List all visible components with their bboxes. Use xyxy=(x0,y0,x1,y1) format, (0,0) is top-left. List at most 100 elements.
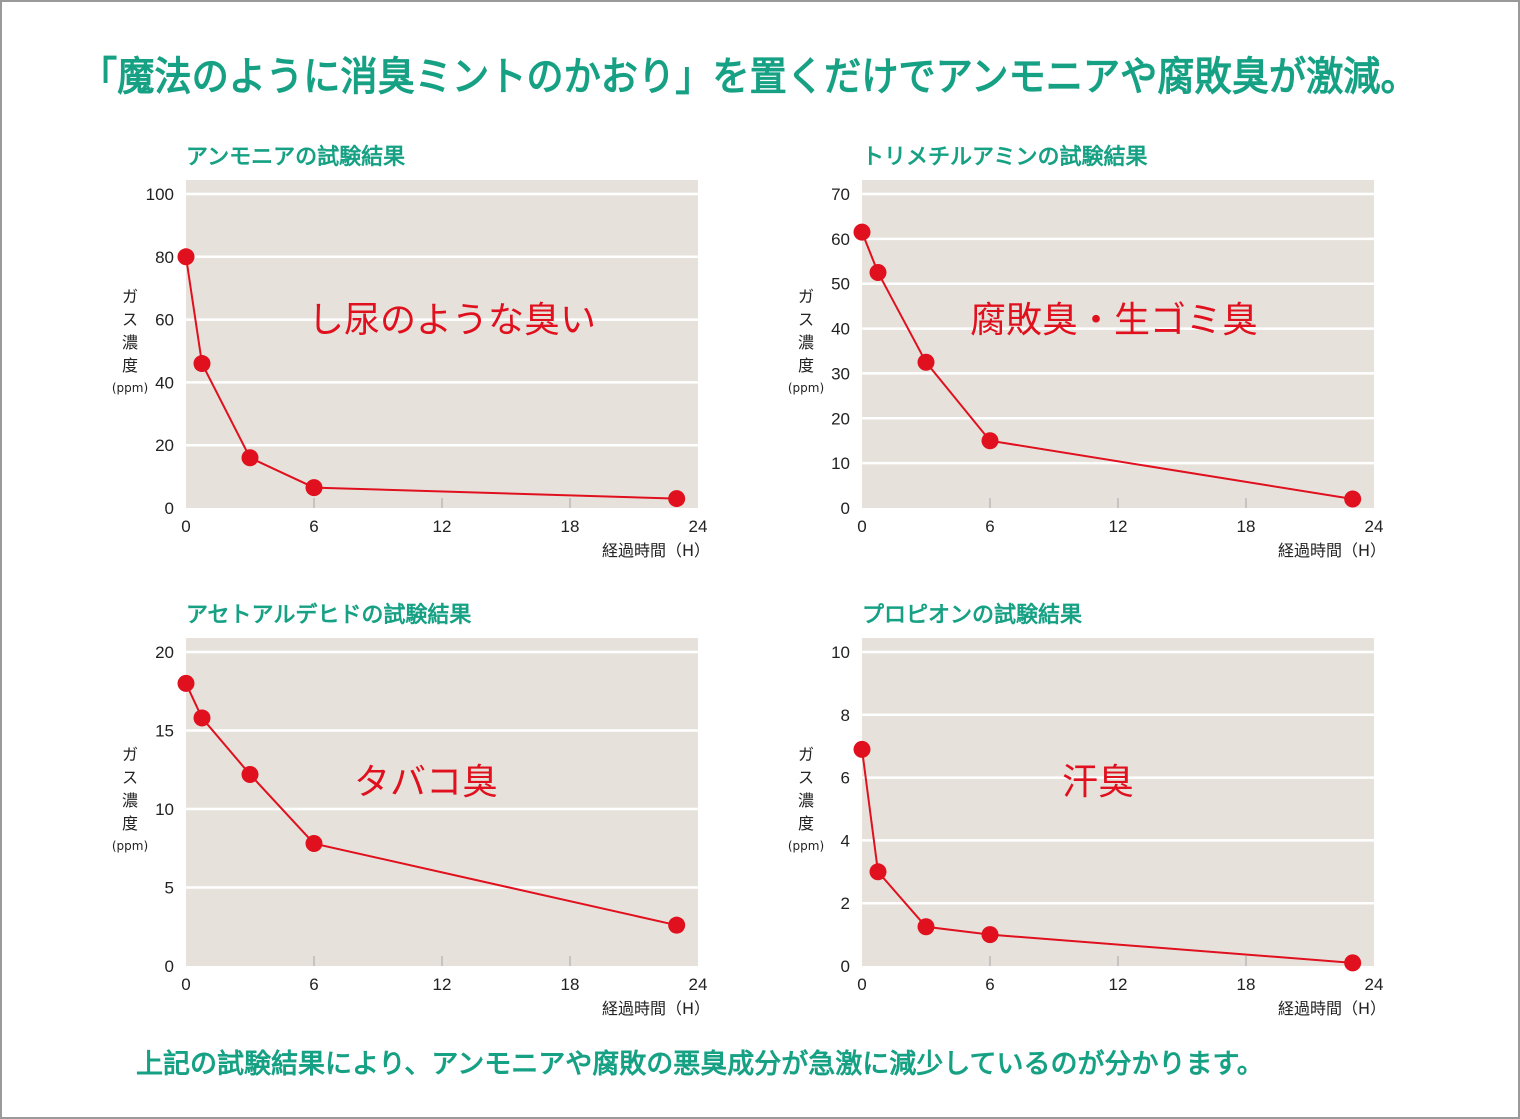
odor-annotation: 汗臭 xyxy=(1062,762,1134,803)
x-axis-label: 経過時間（H） xyxy=(1278,541,1386,560)
data-point xyxy=(241,449,259,467)
x-tick-label: 6 xyxy=(985,975,994,994)
odor-annotation: し尿のような臭い xyxy=(308,300,596,341)
y-tick-label: 8 xyxy=(841,706,850,725)
data-point xyxy=(1344,490,1362,508)
data-point xyxy=(1344,954,1362,972)
y-axis-label-char: ガ xyxy=(798,287,814,306)
y-tick-label: 20 xyxy=(155,643,174,662)
y-axis-label-char: ガ xyxy=(122,287,138,306)
y-tick-label: 4 xyxy=(841,831,850,850)
data-point xyxy=(668,916,686,934)
x-axis-label: 経過時間（H） xyxy=(602,541,710,560)
data-point xyxy=(193,355,211,373)
chart-ammonia: アンモニアの試験結果 0 20 40 60 80 100 0 6 12 18 24 ガス濃度 (ppm) 経… xyxy=(100,140,720,564)
y-tick-label: 40 xyxy=(831,320,850,339)
y-tick-label: 100 xyxy=(146,185,174,204)
x-tick-label: 6 xyxy=(309,517,318,536)
x-tick-label: 18 xyxy=(1237,517,1256,536)
y-axis-label-char: 濃 xyxy=(798,333,814,352)
x-tick-label: 12 xyxy=(1109,517,1128,536)
data-point xyxy=(668,490,686,508)
data-point xyxy=(917,353,935,371)
y-tick-label: 0 xyxy=(165,957,174,976)
y-axis-unit: (ppm) xyxy=(112,381,148,395)
chart-title: トリメチルアミンの試験結果 xyxy=(862,144,1148,170)
y-tick-label: 60 xyxy=(155,311,174,330)
chart-propion: プロピオンの試験結果 0 2 4 6 8 10 0 6 12 18 24 ガス濃度 (ppm) 経過時間（H… xyxy=(776,598,1396,1022)
data-point xyxy=(193,709,211,727)
y-tick-label: 30 xyxy=(831,364,850,383)
odor-annotation: タバコ臭 xyxy=(354,762,498,803)
y-axis-label-char: 度 xyxy=(122,356,138,375)
y-tick-label: 0 xyxy=(841,957,850,976)
y-tick-label: 80 xyxy=(155,248,174,267)
y-axis-label-char: ガ xyxy=(122,745,138,764)
y-axis-label-char: 度 xyxy=(798,356,814,375)
data-point xyxy=(305,835,323,853)
x-tick-label: 0 xyxy=(857,975,866,994)
y-axis-unit: (ppm) xyxy=(788,381,824,395)
odor-annotation: 腐敗臭・生ゴミ臭 xyxy=(970,300,1258,341)
chart-trimethylamine: トリメチルアミンの試験結果 0 10 20 30 40 50 60 70 0 6 12 18 24 ガス濃度… xyxy=(776,140,1396,564)
y-tick-label: 50 xyxy=(831,275,850,294)
y-axis-label-char: ス xyxy=(122,768,138,787)
y-tick-label: 5 xyxy=(165,879,174,898)
x-tick-label: 18 xyxy=(561,517,580,536)
x-tick-label: 24 xyxy=(1365,517,1384,536)
headline: 「魔法のように消臭ミントのかおり」を置くだけでアンモニアや腐敗臭が激減。 xyxy=(80,54,1418,100)
y-axis-label-char: ス xyxy=(122,310,138,329)
chart-title: プロピオンの試験結果 xyxy=(862,602,1082,628)
chart-svg: トリメチルアミンの試験結果 0 10 20 30 40 50 60 70 0 6 12 18 24 ガス濃度… xyxy=(788,144,1386,560)
data-point xyxy=(981,432,999,450)
chart-acetaldehyde: アセトアルデヒドの試験結果 0 5 10 15 20 0 6 12 18 24 ガス濃度 (ppm) 経過… xyxy=(100,598,720,1022)
y-axis-label-char: 度 xyxy=(122,814,138,833)
x-tick-label: 0 xyxy=(857,517,866,536)
data-point xyxy=(305,479,323,497)
y-tick-label: 10 xyxy=(155,800,174,819)
x-tick-label: 18 xyxy=(1237,975,1256,994)
data-point xyxy=(869,264,887,281)
y-tick-label: 0 xyxy=(165,499,174,518)
y-tick-label: 15 xyxy=(155,722,174,741)
y-axis-label-char: ス xyxy=(798,310,814,329)
x-tick-label: 0 xyxy=(181,975,190,994)
x-tick-label: 6 xyxy=(309,975,318,994)
y-tick-label: 10 xyxy=(831,454,850,473)
footer-note: 上記の試験結果により、アンモニアや腐敗の悪臭成分が急激に減少しているのが分かりま… xyxy=(136,1049,1264,1080)
y-axis-label-char: 濃 xyxy=(122,333,138,352)
y-tick-label: 70 xyxy=(831,185,850,204)
y-axis-unit: (ppm) xyxy=(788,839,824,853)
y-tick-label: 0 xyxy=(841,499,850,518)
x-tick-label: 24 xyxy=(689,975,708,994)
data-point xyxy=(853,223,871,241)
x-tick-label: 24 xyxy=(1365,975,1384,994)
x-axis-label: 経過時間（H） xyxy=(1278,999,1386,1018)
plot-area xyxy=(186,180,698,508)
x-tick-label: 12 xyxy=(433,517,452,536)
x-tick-label: 12 xyxy=(433,975,452,994)
data-point xyxy=(869,863,887,881)
y-tick-label: 20 xyxy=(831,409,850,428)
x-tick-label: 18 xyxy=(561,975,580,994)
y-axis-label-char: 濃 xyxy=(122,791,138,810)
data-point xyxy=(241,765,259,783)
plot-area xyxy=(862,638,1374,966)
y-tick-label: 60 xyxy=(831,230,850,249)
y-tick-label: 6 xyxy=(841,769,850,788)
data-point xyxy=(981,926,999,944)
data-point xyxy=(917,918,935,936)
y-tick-label: 10 xyxy=(831,643,850,662)
x-tick-label: 12 xyxy=(1109,975,1128,994)
y-axis-label-char: ス xyxy=(798,768,814,787)
chart-title: アンモニアの試験結果 xyxy=(186,144,405,170)
data-point xyxy=(177,248,195,266)
x-tick-label: 24 xyxy=(689,517,708,536)
x-axis-label: 経過時間（H） xyxy=(602,999,710,1018)
data-point xyxy=(853,740,871,758)
plot-area xyxy=(862,180,1374,508)
